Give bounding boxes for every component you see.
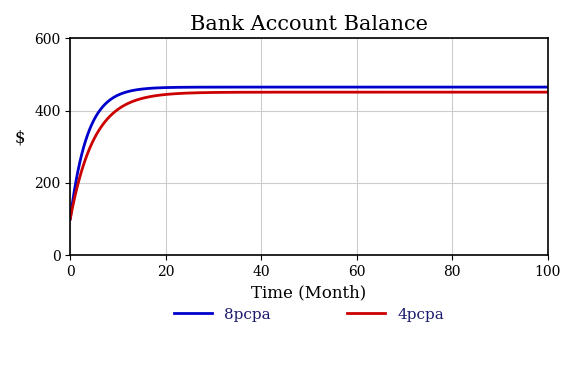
- 4pcpa: [530, 90, 537, 94]
- 4pcpa: [286, 90, 293, 94]
- Line: 8pcpa: 8pcpa: [70, 87, 548, 219]
- 8pcpa: [67, 217, 74, 221]
- X-axis label: Time (Month): Time (Month): [251, 284, 367, 301]
- Line: 4pcpa: 4pcpa: [70, 92, 548, 219]
- 4pcpa: [67, 217, 74, 221]
- Legend: 8pcpa, 4pcpa: 8pcpa, 4pcpa: [168, 302, 450, 328]
- 4pcpa: [530, 90, 537, 94]
- 8pcpa: [91, 116, 98, 121]
- 8pcpa: [530, 85, 537, 89]
- Title: Bank Account Balance: Bank Account Balance: [190, 15, 428, 34]
- 8pcpa: [544, 85, 551, 89]
- 8pcpa: [299, 85, 306, 89]
- 4pcpa: [443, 90, 450, 94]
- 8pcpa: [286, 85, 293, 89]
- 8pcpa: [530, 85, 537, 89]
- 8pcpa: [443, 85, 450, 89]
- 4pcpa: [544, 90, 551, 94]
- 4pcpa: [299, 90, 306, 94]
- 4pcpa: [91, 136, 98, 140]
- Y-axis label: $: $: [15, 130, 25, 147]
